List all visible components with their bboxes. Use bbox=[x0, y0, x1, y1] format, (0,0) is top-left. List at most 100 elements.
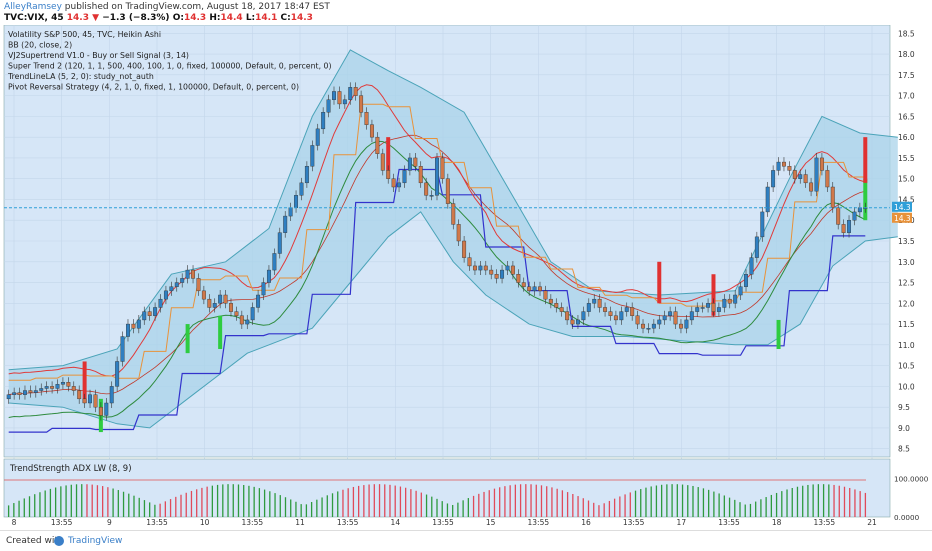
price-axis[interactable]: 18.518.017.517.016.516.015.515.014.514.0… bbox=[898, 29, 915, 453]
legend-entry: VJ2Supertrend V1.0 - Buy or Sell Signal … bbox=[8, 51, 189, 60]
tradingview-brand-link[interactable]: TradingView bbox=[68, 536, 123, 546]
signal-bar bbox=[863, 137, 868, 183]
candle bbox=[163, 285, 168, 305]
candle bbox=[326, 94, 331, 118]
price-tag-label: 14.3 bbox=[894, 203, 911, 212]
candle bbox=[700, 302, 705, 313]
candle bbox=[711, 298, 716, 317]
signal-bar bbox=[185, 324, 190, 354]
candle bbox=[809, 177, 814, 197]
low-value: 14.1 bbox=[255, 13, 278, 23]
candle bbox=[548, 294, 553, 309]
x-tick-label: 9 bbox=[107, 518, 112, 527]
candle bbox=[803, 169, 808, 188]
candle bbox=[489, 265, 494, 280]
indicator-label: TrendStrength ADX LW (8, 9) bbox=[9, 464, 132, 474]
candle bbox=[229, 298, 233, 317]
y-tick-label: 18.0 bbox=[898, 50, 915, 59]
candle bbox=[28, 385, 33, 398]
ticker-line: TVC:VIX, 45 14.3 ▼ −1.3 (−8.3%) O:14.3 H… bbox=[4, 13, 313, 23]
legend-entry: Super Trend 2 (120, 1, 1, 500, 400, 100,… bbox=[8, 62, 332, 71]
signal-bar bbox=[776, 319, 781, 349]
candle bbox=[575, 314, 580, 330]
candle bbox=[266, 265, 271, 288]
y-tick-label: 13.0 bbox=[898, 258, 915, 267]
candle bbox=[50, 381, 55, 394]
candle bbox=[418, 161, 423, 188]
candle bbox=[147, 306, 152, 321]
candle bbox=[603, 302, 608, 317]
x-tick-label: 13:55 bbox=[528, 518, 550, 527]
candle bbox=[435, 152, 439, 201]
candle bbox=[782, 157, 786, 172]
candle bbox=[716, 302, 721, 317]
candle bbox=[570, 314, 575, 330]
candle bbox=[532, 281, 537, 296]
x-tick-label: 13:55 bbox=[718, 518, 740, 527]
candle bbox=[554, 298, 559, 313]
candle bbox=[456, 219, 461, 246]
candle bbox=[733, 290, 738, 309]
candle bbox=[304, 161, 309, 188]
bollinger-basis-line bbox=[8, 134, 866, 396]
price-chart[interactable]: Volatility S&P 500, 45, TVC, Heikin Ashi… bbox=[0, 25, 932, 530]
candle bbox=[153, 302, 158, 321]
x-tick-label: 16 bbox=[581, 518, 591, 527]
legend-entry: BB (20, close, 2) bbox=[8, 41, 72, 50]
candle bbox=[630, 302, 635, 321]
candle bbox=[256, 290, 261, 313]
candle bbox=[619, 306, 624, 325]
candle bbox=[792, 165, 797, 184]
candle bbox=[424, 177, 429, 201]
candle bbox=[706, 298, 711, 313]
candle bbox=[641, 319, 645, 334]
time-axis[interactable]: 8 13:55 9 13:55 10 13:55 11 13:55 14 13:55 15 13:55… bbox=[12, 518, 877, 527]
y-tick-label: 11.0 bbox=[898, 341, 915, 350]
candle bbox=[207, 294, 212, 313]
candle bbox=[218, 290, 223, 309]
candle bbox=[679, 319, 683, 334]
candle bbox=[196, 273, 201, 296]
candle bbox=[375, 132, 380, 159]
ticker-symbol: TVC:VIX, 45 bbox=[4, 13, 64, 23]
candle bbox=[483, 260, 488, 276]
bollinger-upper-band bbox=[8, 49, 898, 371]
x-tick-label: 13:55 bbox=[242, 518, 264, 527]
signal-bar bbox=[218, 315, 223, 349]
candle bbox=[440, 152, 445, 184]
candle bbox=[158, 294, 163, 313]
candle bbox=[23, 385, 27, 400]
candle bbox=[765, 182, 770, 217]
candle bbox=[586, 298, 591, 317]
candle bbox=[131, 319, 136, 334]
candle bbox=[93, 389, 98, 413]
candle bbox=[521, 277, 526, 292]
candle bbox=[668, 306, 673, 321]
candle bbox=[180, 273, 185, 288]
author-link[interactable]: AlleyRamsey bbox=[4, 2, 62, 12]
x-tick-label: 18 bbox=[772, 518, 782, 527]
candle bbox=[342, 94, 347, 109]
x-tick-label: 17 bbox=[677, 518, 687, 527]
signal-bar bbox=[863, 178, 868, 221]
candle bbox=[191, 265, 195, 284]
x-tick-label: 13:55 bbox=[623, 518, 645, 527]
candle bbox=[657, 314, 662, 330]
y-tick-label: 10.0 bbox=[898, 382, 915, 391]
candle bbox=[673, 306, 678, 330]
close-label: C: bbox=[280, 13, 291, 23]
candle bbox=[402, 165, 407, 188]
candle bbox=[277, 227, 282, 259]
candle bbox=[651, 319, 656, 334]
signal-bar bbox=[711, 274, 716, 316]
candle bbox=[744, 269, 748, 292]
candle bbox=[635, 310, 640, 330]
candle bbox=[413, 152, 418, 172]
candle bbox=[847, 215, 851, 238]
candle bbox=[760, 206, 765, 242]
legend-entry: TrendLineLA (5, 2, 0): study_not_auth bbox=[7, 72, 154, 81]
x-tick-label: 13:55 bbox=[146, 518, 168, 527]
candle bbox=[727, 294, 732, 309]
y-tick-label: 10.5 bbox=[898, 362, 915, 371]
candle bbox=[348, 82, 353, 105]
